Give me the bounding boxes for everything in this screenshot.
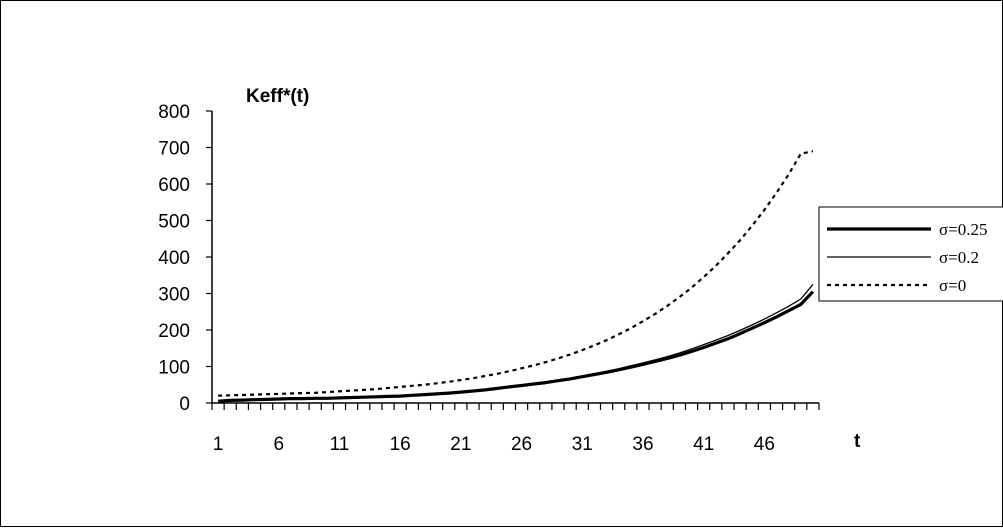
series-line-2 [218,150,814,397]
x-tick-label: 16 [390,434,411,455]
legend-label-0: σ=0.25 [939,220,988,239]
y-tick-label: 700 [158,139,190,160]
y-tick-label: 600 [158,175,190,196]
y-tick-label: 0 [179,394,190,415]
y-tick-label: 300 [158,285,190,306]
y-tick-label: 200 [158,321,190,342]
x-axis-title: t [854,431,861,452]
x-tick-label: 36 [632,434,653,455]
x-tick-label: 46 [754,434,775,455]
y-axis-title: Keff*(t) [246,86,309,107]
legend-label-1: σ=0.2 [939,248,979,267]
legend: σ=0.25 σ=0.2 σ=0 [818,206,1003,302]
x-tick-label: 21 [450,434,471,455]
y-tick-label: 500 [158,212,190,233]
x-tick-label: 6 [273,434,284,455]
y-tick-label: 100 [158,358,190,379]
series-line-1 [218,283,814,402]
x-tick-label: 1 [213,434,224,455]
y-tick-label: 400 [158,248,190,269]
x-tick-label: 11 [330,434,350,455]
y-tick-label: 800 [158,102,190,123]
series-line-0 [217,290,815,403]
x-tick-label: 41 [693,434,714,455]
legend-label-2: σ=0 [939,276,966,295]
x-tick-label: 31 [572,434,593,455]
x-tick-label: 26 [511,434,532,455]
series-layer [217,150,815,403]
